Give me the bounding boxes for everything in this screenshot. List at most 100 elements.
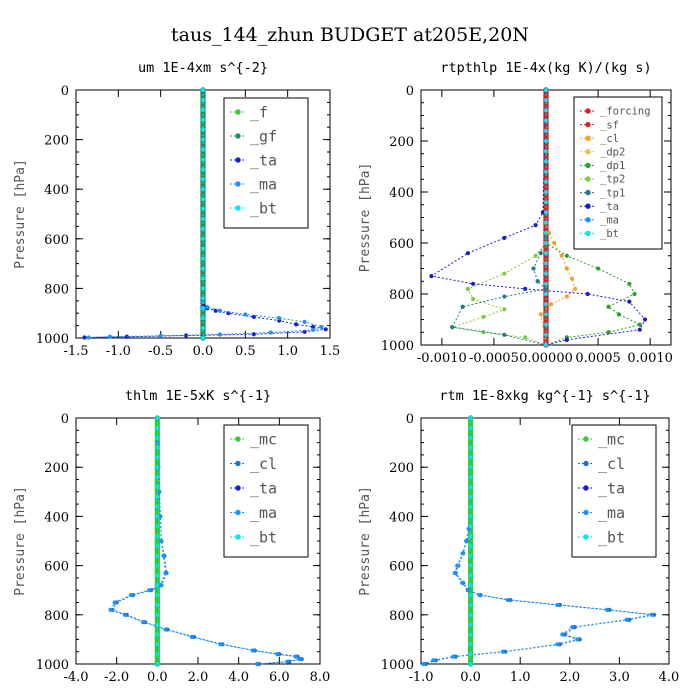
legend: _forcing_sf _cl_dp2 _dp1 _tp2_tp1 _ta_ma _bt: [573, 96, 663, 250]
y-tick-label: 200: [389, 135, 414, 150]
legend-marker: [585, 203, 591, 209]
legend-marker: [583, 485, 589, 491]
data-point: [112, 600, 117, 605]
data-point: [564, 337, 569, 342]
data-point: [155, 514, 160, 519]
data-point: [155, 622, 160, 627]
legend-marker: [585, 149, 591, 155]
data-point: [543, 322, 549, 327]
legend-marker: [235, 109, 241, 115]
data-point: [200, 107, 206, 112]
data-point: [538, 251, 543, 256]
data-point: [200, 97, 206, 103]
panel-4: rtm 1E-8xkg kg^{-1} s^{-1} Pressure [hPa]…: [358, 388, 679, 685]
data-point: [200, 87, 206, 93]
data-point: [200, 325, 206, 331]
data-point: [468, 494, 473, 499]
data-point: [543, 98, 549, 103]
data-point: [460, 580, 465, 585]
data-point: [564, 294, 569, 299]
data-point: [468, 533, 473, 539]
legend-label: _ta: [250, 479, 277, 497]
data-point: [451, 654, 456, 659]
data-point: [310, 327, 316, 332]
data-point: [200, 276, 206, 281]
legend-label: _bt: [250, 199, 277, 217]
data-point: [323, 327, 328, 332]
data-point: [277, 316, 282, 321]
panels: um 1E-4xm s^{-2} Pressure [hPa] 0 200 400 600…: [13, 60, 679, 685]
x-tick-label: 4.0: [659, 670, 680, 685]
series-tp2: [450, 87, 549, 348]
y-axis-label: Pressure [hPa]: [13, 159, 28, 269]
data-point: [155, 415, 160, 421]
x-tick-label: 0.0: [193, 344, 214, 359]
y-tick-label: 200: [44, 134, 69, 149]
series-bt: [155, 415, 160, 667]
data-point: [268, 330, 273, 335]
legend-marker: [585, 176, 591, 182]
legend-label: _bt: [598, 528, 625, 546]
y-tick-label: 600: [44, 560, 69, 575]
data-point: [616, 312, 622, 317]
data-point: [642, 317, 648, 322]
data-point: [155, 465, 160, 470]
y-tick-label: 1000: [36, 658, 69, 673]
data-point: [543, 291, 549, 297]
y-tick-label: 800: [389, 288, 414, 303]
data-point: [533, 223, 538, 228]
data-point: [543, 189, 549, 195]
legend-marker: [585, 108, 591, 114]
data-point: [468, 632, 473, 637]
data-point: [200, 127, 206, 132]
series-line: [88, 90, 324, 338]
y-tick-label: 600: [389, 560, 414, 575]
x-tick-label: 0.0: [147, 670, 168, 685]
panel-1: um 1E-4xm s^{-2} Pressure [hPa] 0 200 400 600…: [13, 60, 340, 359]
data-point: [155, 612, 160, 617]
data-point: [543, 302, 549, 307]
data-point: [543, 159, 549, 164]
data-point: [155, 593, 160, 598]
data-point: [275, 652, 280, 657]
legend-marker: [235, 181, 241, 187]
x-tick-label: 0.00000: [519, 351, 573, 366]
x-tick-label: 1.5: [320, 344, 341, 359]
data-point: [468, 602, 473, 608]
data-point: [200, 266, 206, 271]
data-point: [108, 607, 113, 612]
legend-label: _cl: [598, 455, 625, 473]
y-tick-label: 0: [406, 412, 414, 427]
y-axis-label: Pressure [hPa]: [358, 163, 373, 273]
data-point: [161, 553, 166, 558]
data-point: [468, 455, 473, 460]
data-point: [627, 281, 632, 286]
x-tick-label: 3.0: [609, 670, 630, 685]
data-point: [533, 253, 538, 258]
data-point: [294, 322, 299, 327]
data-point: [421, 661, 426, 667]
legend-marker: [235, 509, 241, 516]
legend-label: _forcing: [600, 106, 651, 118]
data-point: [147, 588, 152, 593]
data-point: [468, 514, 473, 519]
data-point: [200, 216, 206, 222]
data-point: [122, 612, 127, 617]
data-point: [543, 210, 549, 215]
legend-label: _gf: [250, 127, 277, 145]
x-tick-label: 2.0: [188, 670, 209, 685]
data-point: [543, 271, 549, 276]
data-point: [155, 543, 160, 549]
legend-marker: [235, 157, 241, 163]
data-point: [555, 602, 560, 608]
data-point: [543, 149, 549, 154]
data-point: [86, 335, 91, 340]
data-point: [158, 333, 163, 338]
legend-label: _bt: [600, 228, 619, 240]
x-tick-label: -2.0: [104, 670, 129, 685]
data-point: [543, 138, 549, 144]
y-tick-label: 1000: [381, 658, 414, 673]
x-tick-label: -0.0010: [417, 351, 467, 366]
data-point: [606, 330, 611, 335]
data-point: [564, 266, 569, 271]
